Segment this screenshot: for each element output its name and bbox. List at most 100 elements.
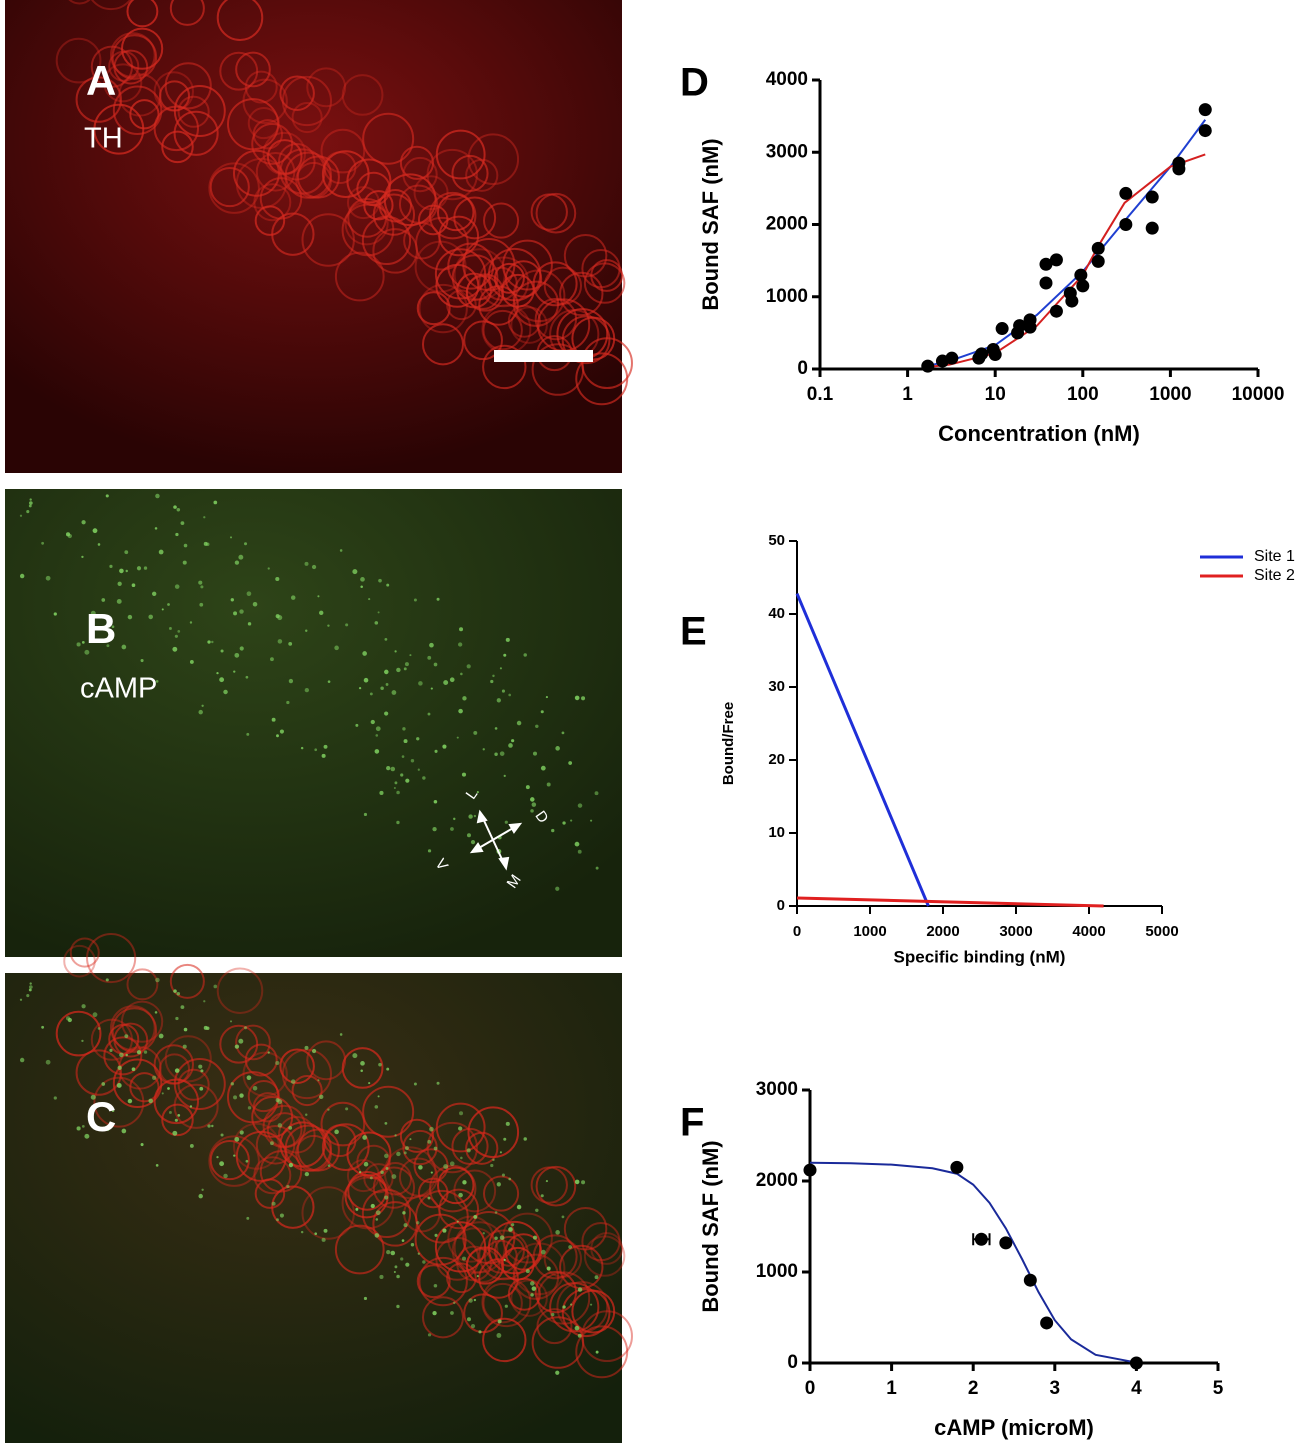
- puncta: [497, 1319, 502, 1324]
- puncta: [175, 1016, 179, 1021]
- puncta: [458, 1192, 463, 1198]
- puncta: [29, 982, 32, 985]
- cell: [426, 148, 478, 201]
- cell: [232, 149, 280, 197]
- puncta: [410, 759, 415, 763]
- puncta: [355, 1207, 359, 1211]
- puncta: [368, 1081, 371, 1085]
- puncta: [494, 1236, 498, 1240]
- cell: [323, 1124, 357, 1158]
- puncta: [246, 1216, 250, 1220]
- puncta: [136, 566, 142, 571]
- panel-letter: C: [86, 1093, 116, 1140]
- cell: [421, 1296, 464, 1339]
- cell: [209, 1140, 250, 1181]
- cell: [403, 222, 441, 260]
- cell: [347, 1170, 388, 1211]
- puncta: [396, 667, 401, 673]
- puncta: [109, 1048, 113, 1052]
- panel-letter: B: [86, 605, 116, 652]
- puncta: [416, 1221, 420, 1225]
- puncta: [53, 1096, 57, 1100]
- puncta: [574, 1179, 580, 1185]
- data-point: [1091, 254, 1105, 268]
- puncta: [101, 598, 106, 602]
- cell: [244, 70, 278, 104]
- puncta: [370, 719, 375, 725]
- puncta: [109, 564, 113, 568]
- series-line: [796, 896, 1104, 908]
- y-tick-label: 2000: [766, 214, 808, 235]
- puncta: [305, 629, 308, 633]
- puncta: [327, 624, 330, 627]
- cell: [362, 112, 415, 165]
- puncta: [379, 790, 384, 796]
- puncta: [531, 802, 537, 807]
- data-point: [803, 1163, 817, 1177]
- puncta: [396, 820, 400, 825]
- cell: [254, 1178, 286, 1209]
- puncta: [384, 711, 389, 716]
- y-tick-label: 4000: [766, 69, 808, 90]
- puncta: [246, 732, 250, 736]
- arrow-head: [508, 822, 523, 834]
- puncta: [374, 1233, 380, 1238]
- puncta: [574, 841, 580, 847]
- y-axis-title: Bound/Free: [720, 702, 737, 785]
- puncta: [368, 597, 371, 601]
- puncta: [396, 1151, 401, 1157]
- puncta: [427, 849, 432, 853]
- puncta: [362, 651, 367, 656]
- puncta: [219, 677, 225, 683]
- cell: [478, 1229, 530, 1281]
- puncta: [496, 1182, 501, 1187]
- cell: [279, 1048, 315, 1085]
- puncta: [203, 516, 206, 519]
- cell: [416, 1264, 451, 1299]
- puncta: [119, 1052, 124, 1058]
- data-point: [988, 348, 1002, 362]
- puncta: [199, 1086, 204, 1091]
- cell: [306, 1040, 347, 1081]
- puncta: [494, 752, 498, 756]
- cell: [512, 280, 560, 327]
- y-tick-label: 20: [768, 751, 785, 768]
- puncta: [244, 542, 248, 546]
- puncta: [434, 1233, 438, 1237]
- puncta: [476, 1275, 479, 1278]
- puncta: [530, 1281, 535, 1286]
- puncta: [394, 1265, 398, 1269]
- cell: [451, 154, 489, 192]
- puncta: [503, 1258, 506, 1262]
- cell: [252, 119, 283, 150]
- x-tick-label: 4000: [1072, 923, 1105, 940]
- cell: [451, 254, 499, 301]
- cell: [55, 1010, 102, 1057]
- puncta: [155, 493, 160, 499]
- cell: [235, 51, 271, 88]
- puncta: [155, 977, 160, 983]
- puncta: [304, 687, 310, 693]
- cell: [556, 1281, 609, 1333]
- x-tick-label: 2000: [926, 923, 959, 940]
- cell: [436, 1166, 475, 1205]
- cell: [347, 197, 388, 238]
- puncta: [409, 1138, 412, 1141]
- puncta: [470, 840, 476, 845]
- data-point: [1172, 162, 1186, 176]
- cell: [446, 1262, 477, 1294]
- puncta: [140, 1142, 144, 1147]
- puncta: [45, 1059, 51, 1065]
- puncta: [183, 543, 188, 548]
- cell: [334, 251, 385, 302]
- cell: [103, 1036, 143, 1076]
- cell: [414, 1213, 467, 1266]
- cell: [563, 1207, 608, 1251]
- puncta: [81, 1004, 86, 1009]
- arrow-head: [498, 856, 510, 871]
- puncta: [19, 998, 23, 1001]
- puncta: [234, 560, 240, 565]
- puncta: [29, 498, 32, 501]
- puncta: [460, 1156, 463, 1160]
- cell: [451, 1227, 499, 1274]
